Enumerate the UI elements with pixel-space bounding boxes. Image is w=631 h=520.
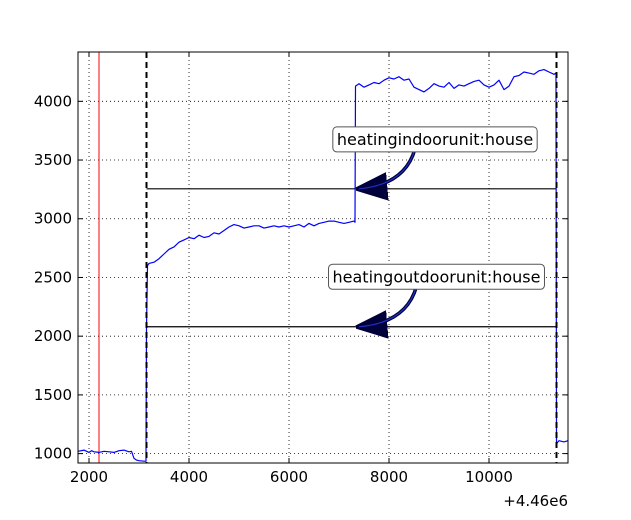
x-tick-label: 8000: [370, 468, 408, 486]
annotation-arrow-1: [359, 148, 417, 189]
axes: 2000 4000 6000 8000 10000 1000 1500 2000 2500 300…: [34, 51, 569, 486]
annotation-box-2: [328, 263, 545, 290]
y-tick-label: 1500: [34, 386, 72, 404]
y-tick-label: 4000: [34, 92, 72, 110]
y-tick-label: 1000: [34, 445, 72, 463]
x-axis-offset-label: +4.46e6: [503, 492, 568, 510]
plot-area: heatingindoorunit:house heatingoutdooruni…: [77, 52, 569, 463]
annotation-arrow-inner-1: [358, 148, 416, 190]
annotation-1: heatingindoorunit:house: [332, 126, 538, 153]
y-tick-label: 2000: [34, 327, 72, 345]
y-tick-label: 3500: [34, 151, 72, 169]
annotation-label-2: heatingoutdoorunit:house: [333, 267, 541, 286]
x-tick-label: 10000: [465, 468, 513, 486]
x-tick-label: 6000: [270, 468, 308, 486]
y-tick-label: 2500: [34, 268, 72, 286]
annotation-2: heatingoutdoorunit:house: [328, 263, 545, 290]
annotation-arrow-inner-2: [358, 286, 418, 328]
annotation-box-1: [332, 126, 538, 153]
annotation-label-1: heatingindoorunit:house: [337, 130, 533, 149]
annotation-arrow-2: [359, 285, 419, 326]
grid: [78, 52, 568, 463]
axes-frame: [77, 51, 569, 464]
y-tick-label: 3000: [34, 210, 72, 228]
x-tick-label: 2000: [70, 468, 108, 486]
x-tick-label: 4000: [170, 468, 208, 486]
